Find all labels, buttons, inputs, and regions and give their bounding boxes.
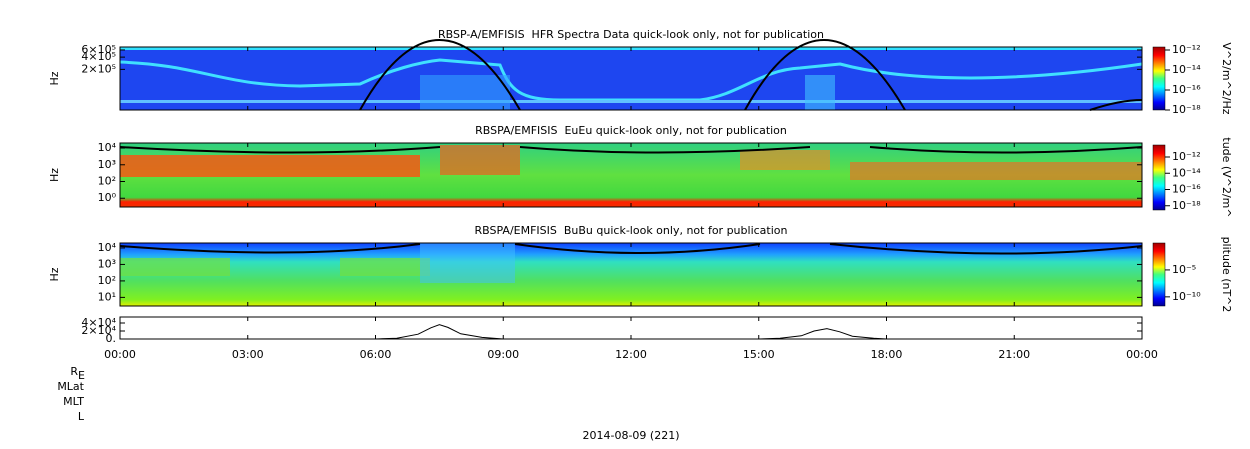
panel-title: RBSP-A/EMFISIS HFR Spectra Data quick-lo… [438, 28, 824, 41]
spectrogram-image [119, 143, 1143, 207]
y-tick-label: 4×10⁴ [81, 316, 116, 329]
date-label: 2014-08-09 (221) [582, 429, 679, 442]
colorbar-tick-label: 10⁻⁵ [1172, 263, 1196, 276]
y-tick-label: 4×10⁵ [81, 50, 116, 63]
plot-frame [119, 46, 1143, 111]
x-tick-label: 21:00 [998, 348, 1030, 361]
y-tick-label: 10⁰ [98, 191, 117, 204]
x-tick-label: 15:00 [743, 348, 775, 361]
row-label-subscript: E [78, 369, 85, 382]
spectrogram-image [119, 243, 1143, 306]
colorbar-tick-label: 10⁻¹⁸ [1172, 199, 1201, 212]
x-tick-label: 06:00 [360, 348, 392, 361]
colorbar-label: V^2/m^2/Hz [1220, 42, 1233, 114]
colorbar-tick-label: 10⁻¹⁶ [1172, 83, 1201, 96]
plot-frame [119, 142, 1143, 208]
colorbar-label: tude (V^2/m^ [1220, 137, 1233, 217]
y-tick-label: 10⁴ [98, 241, 117, 254]
x-tick-label: 12:00 [615, 348, 647, 361]
y-tick-label: 10¹ [98, 290, 116, 303]
plot-frame [119, 316, 1143, 340]
x-tick-label: 00:00 [104, 348, 136, 361]
y-tick-label: 10⁴ [98, 141, 117, 154]
x-tick-label: 09:00 [487, 348, 519, 361]
y-tick-label: 6×10⁵ [81, 43, 116, 56]
x-tick-label: 00:00 [1126, 348, 1158, 361]
y-tick-label: 10² [98, 175, 116, 188]
row-label: MLat [57, 380, 84, 393]
y-tick-label: 2×10⁴ [81, 324, 116, 337]
colorbar [1152, 144, 1166, 211]
y-axis-label: Hz [48, 267, 61, 281]
panel-title: RBSPA/EMFISIS EuEu quick-look only, not … [475, 124, 787, 137]
colorbar-tick-label: 10⁻¹⁴ [1172, 166, 1201, 179]
colorbar-tick-label: 10⁻¹⁴ [1172, 63, 1201, 76]
y-tick-label: 10³ [98, 158, 116, 171]
row-label: R [70, 365, 78, 378]
row-label: L [78, 410, 85, 423]
y-tick-label: 0. [106, 332, 117, 345]
y-tick-label: 2×10⁵ [81, 62, 116, 75]
colorbar-tick-label: 10⁻¹² [1172, 43, 1201, 56]
colorbar-tick-label: 10⁻¹⁰ [1172, 290, 1201, 303]
colorbar [1152, 242, 1166, 307]
y-axis-label: Hz [48, 71, 61, 85]
plot-frame [119, 242, 1143, 307]
x-tick-label: 03:00 [232, 348, 264, 361]
y-axis-label: Hz [48, 168, 61, 182]
y-tick-label: 10² [98, 274, 116, 287]
spectrogram-image [119, 39, 1143, 111]
x-tick-label: 18:00 [871, 348, 903, 361]
colorbar-tick-label: 10⁻¹² [1172, 150, 1201, 163]
row-label: MLT [63, 395, 84, 408]
colorbar-tick-label: 10⁻¹⁶ [1172, 183, 1201, 196]
colorbar-tick-label: 10⁻¹⁸ [1172, 103, 1201, 116]
y-tick-label: 10³ [98, 257, 116, 270]
colorbar-label: plitude (nT^2 [1220, 237, 1233, 313]
panel-title: RBSPA/EMFISIS BuBu quick-look only, not … [475, 224, 788, 237]
colorbar [1152, 46, 1166, 111]
